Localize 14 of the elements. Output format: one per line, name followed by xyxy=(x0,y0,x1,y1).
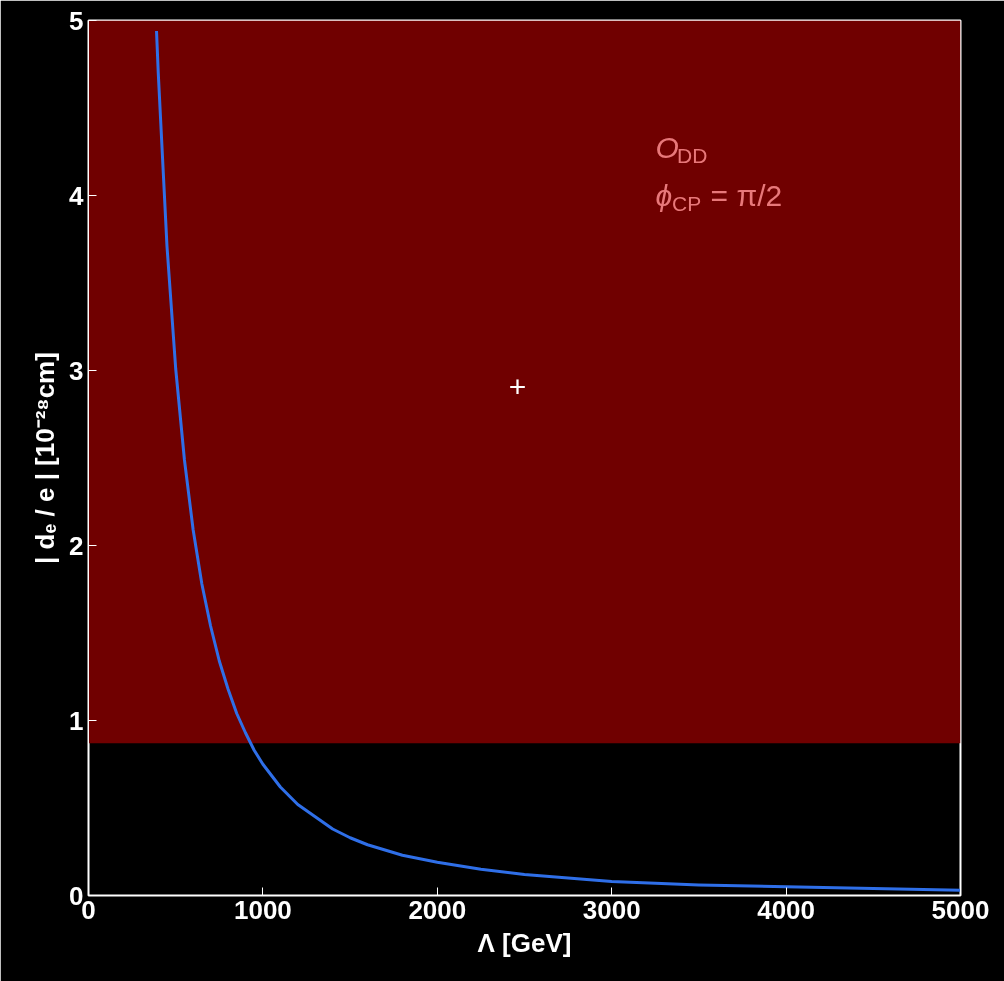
y-axis-title: | dₑ / e | [10⁻²⁸cm] xyxy=(30,352,61,564)
y-tick-label: 3 xyxy=(69,355,84,386)
y-tick-label: 4 xyxy=(69,180,85,211)
x-tick-label: 4000 xyxy=(757,894,816,925)
y-tick-label: 5 xyxy=(69,5,84,36)
annotation: + xyxy=(508,369,527,403)
x-axis-title: Λ [GeV] xyxy=(477,927,572,958)
x-tick-label: 3000 xyxy=(582,894,641,925)
y-tick-label: 2 xyxy=(69,530,84,561)
line-series xyxy=(155,29,961,892)
x-tick-label: 1000 xyxy=(233,894,292,925)
y-tick-label: 1 xyxy=(69,705,84,736)
x-tick-label: 5000 xyxy=(931,894,990,925)
x-tick-label: 2000 xyxy=(408,894,467,925)
